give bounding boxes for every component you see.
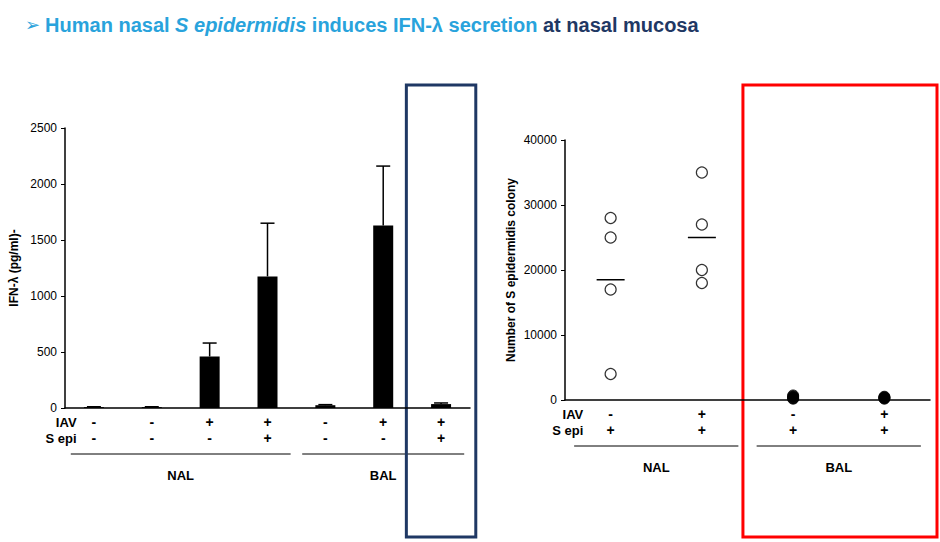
svg-text:IAV: IAV bbox=[56, 415, 77, 430]
svg-text:+: + bbox=[698, 422, 706, 438]
svg-text:40000: 40000 bbox=[524, 133, 558, 147]
svg-text:Number of S epidermidis colony: Number of S epidermidis colony bbox=[504, 178, 518, 362]
svg-text:NAL: NAL bbox=[167, 468, 194, 483]
svg-text:at nasal mucosa: at nasal mucosa bbox=[537, 14, 699, 36]
svg-text:+: + bbox=[880, 422, 888, 438]
svg-text:1000: 1000 bbox=[30, 289, 57, 303]
svg-text:IFN-λ (pg/ml)-: IFN-λ (pg/ml)- bbox=[7, 229, 21, 306]
svg-text:+: + bbox=[206, 414, 214, 430]
svg-text:+: + bbox=[263, 414, 271, 430]
svg-text:BAL: BAL bbox=[370, 468, 397, 483]
svg-text:+: + bbox=[379, 414, 387, 430]
svg-text:-: - bbox=[92, 430, 97, 446]
svg-text:-: - bbox=[92, 414, 97, 430]
svg-text:-: - bbox=[207, 430, 212, 446]
svg-text:+: + bbox=[437, 414, 445, 430]
svg-text:2000: 2000 bbox=[30, 177, 57, 191]
svg-text:20000: 20000 bbox=[524, 263, 558, 277]
svg-text:-: - bbox=[149, 430, 154, 446]
svg-text:+: + bbox=[698, 406, 706, 422]
svg-text:+: + bbox=[437, 430, 445, 446]
svg-text:-: - bbox=[381, 430, 386, 446]
svg-text:500: 500 bbox=[37, 345, 57, 359]
svg-text:-: - bbox=[149, 414, 154, 430]
svg-text:induces IFN-λ secretion: induces IFN-λ secretion bbox=[306, 14, 537, 36]
svg-text:2500: 2500 bbox=[30, 121, 57, 135]
svg-text:-: - bbox=[791, 406, 796, 422]
svg-text:+: + bbox=[607, 422, 615, 438]
svg-text:-: - bbox=[608, 406, 613, 422]
svg-text:IAV: IAV bbox=[563, 407, 584, 422]
svg-text:Human nasal: Human nasal bbox=[45, 14, 175, 36]
svg-text:0: 0 bbox=[50, 401, 57, 415]
svg-text:-: - bbox=[323, 430, 328, 446]
svg-text:+: + bbox=[880, 406, 888, 422]
svg-text:-: - bbox=[323, 414, 328, 430]
svg-text:S epi: S epi bbox=[45, 431, 76, 446]
svg-text:BAL: BAL bbox=[825, 460, 852, 475]
svg-text:➢: ➢ bbox=[25, 15, 45, 35]
svg-text:+: + bbox=[789, 422, 797, 438]
svg-text:10000: 10000 bbox=[524, 328, 558, 342]
svg-text:1500: 1500 bbox=[30, 233, 57, 247]
svg-text:S epi: S epi bbox=[552, 423, 583, 438]
svg-text:S epidermidis: S epidermidis bbox=[175, 14, 306, 36]
svg-text:NAL: NAL bbox=[643, 460, 670, 475]
svg-text:0: 0 bbox=[550, 393, 557, 407]
svg-text:30000: 30000 bbox=[524, 198, 558, 212]
svg-text:+: + bbox=[263, 430, 271, 446]
